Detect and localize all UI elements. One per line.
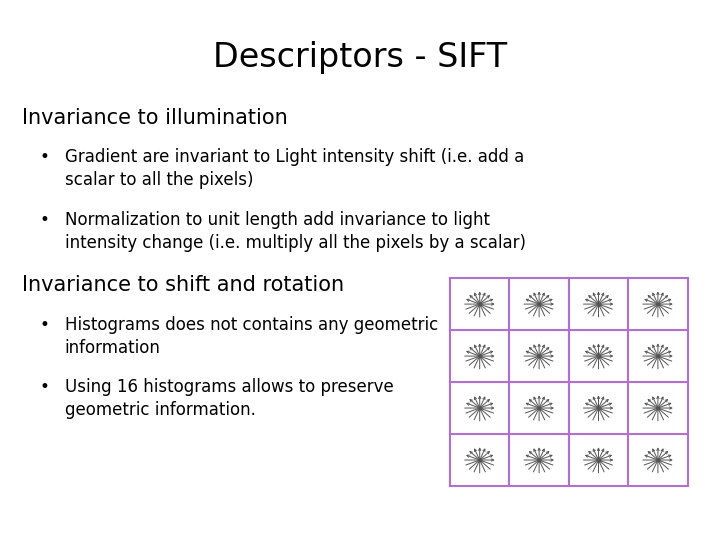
Bar bbox=[450, 434, 510, 486]
Text: •: • bbox=[40, 316, 50, 334]
Bar bbox=[510, 278, 569, 330]
Bar bbox=[450, 382, 510, 434]
Bar bbox=[628, 382, 688, 434]
Text: Invariance to shift and rotation: Invariance to shift and rotation bbox=[22, 275, 343, 295]
Bar bbox=[510, 330, 569, 382]
Bar bbox=[628, 434, 688, 486]
Text: •: • bbox=[40, 378, 50, 396]
Text: Using 16 histograms allows to preserve
geometric information.: Using 16 histograms allows to preserve g… bbox=[65, 378, 394, 419]
Bar bbox=[569, 434, 628, 486]
Text: •: • bbox=[40, 148, 50, 166]
Bar bbox=[628, 330, 688, 382]
Text: Invariance to illumination: Invariance to illumination bbox=[22, 108, 287, 128]
Bar bbox=[510, 434, 569, 486]
Text: Normalization to unit length add invariance to light
intensity change (i.e. mult: Normalization to unit length add invaria… bbox=[65, 211, 526, 252]
Bar bbox=[569, 382, 628, 434]
Bar bbox=[450, 278, 510, 330]
Bar bbox=[569, 330, 628, 382]
Bar bbox=[450, 330, 510, 382]
Bar bbox=[628, 278, 688, 330]
Bar bbox=[510, 382, 569, 434]
Text: Descriptors - SIFT: Descriptors - SIFT bbox=[213, 40, 507, 73]
Bar bbox=[569, 278, 628, 330]
Text: Histograms does not contains any geometric
information: Histograms does not contains any geometr… bbox=[65, 316, 438, 357]
Text: •: • bbox=[40, 211, 50, 228]
Text: Gradient are invariant to Light intensity shift (i.e. add a
scalar to all the pi: Gradient are invariant to Light intensit… bbox=[65, 148, 524, 190]
